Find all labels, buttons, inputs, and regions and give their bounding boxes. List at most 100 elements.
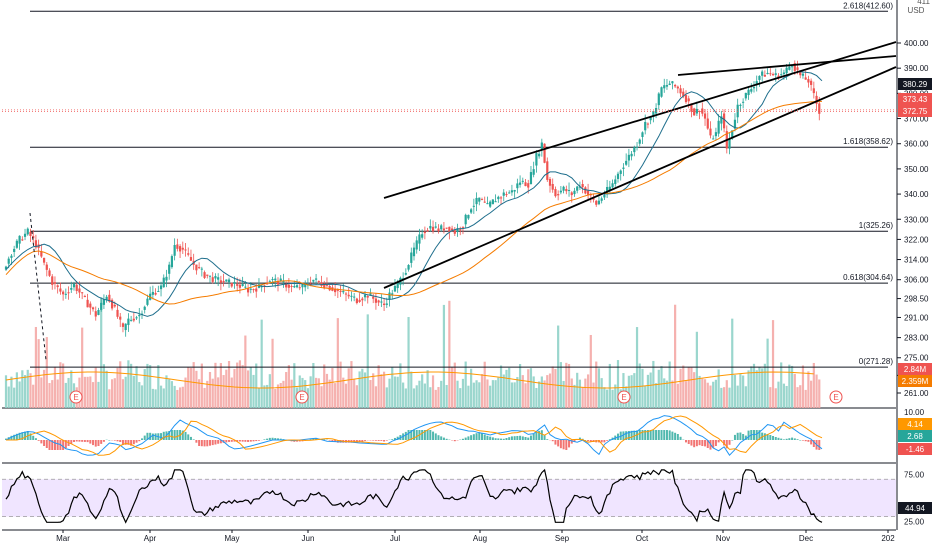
candle-body [543, 143, 546, 163]
volume-bar [505, 369, 508, 408]
volume-bar [279, 383, 282, 408]
candle-body [546, 161, 549, 180]
earnings-marker[interactable] [829, 390, 843, 404]
macd-histogram-bar [551, 440, 554, 442]
macd-line [5, 415, 823, 456]
candle-body [23, 233, 27, 237]
macd-histogram-bar [358, 440, 361, 443]
macd-histogram-bar [736, 432, 739, 440]
time-tick-label: Sep [555, 534, 570, 543]
rsi-badge [898, 502, 932, 514]
candle-body [701, 108, 704, 114]
candle-body [18, 235, 21, 244]
candle-body [508, 192, 511, 194]
volume-bar [339, 361, 342, 408]
candle-body [790, 66, 794, 68]
volume-bar [701, 378, 704, 408]
candle-body [407, 265, 410, 270]
macd-histogram-bar [723, 440, 726, 446]
candle-body [527, 183, 530, 188]
volume-bar [777, 381, 780, 408]
macd-histogram-bar [43, 440, 46, 446]
candle-body [581, 184, 584, 188]
candle-body [652, 111, 655, 117]
time-tick-label: Jun [302, 534, 315, 543]
macd-histogram-bar [81, 440, 84, 442]
macd-histogram-bar [742, 434, 745, 440]
volume-bar [638, 363, 641, 408]
candle-body [557, 194, 560, 196]
earnings-marker[interactable] [69, 390, 83, 404]
volume-bar [502, 374, 505, 408]
candle-body [600, 198, 603, 201]
candle-body [86, 299, 89, 308]
candle-body [494, 201, 497, 203]
candle-body [244, 286, 247, 288]
macd-histogram-bar [372, 440, 375, 441]
candle-body [717, 120, 720, 134]
candle-body [815, 95, 818, 104]
candle-body [143, 306, 146, 310]
macd-histogram-bar [516, 436, 519, 440]
macd-badge-label: -1.46 [906, 445, 925, 454]
volume-bar [178, 387, 182, 408]
earnings-marker[interactable] [295, 390, 309, 404]
candle-body [127, 318, 130, 326]
volume-bar [559, 362, 562, 408]
volume-bar [170, 381, 174, 408]
volume-bar [796, 387, 799, 408]
candle-body [766, 72, 769, 75]
volume-bar [285, 372, 288, 408]
volume-bar [608, 363, 611, 408]
volume-bar [227, 360, 231, 408]
volume-bar [524, 383, 527, 408]
macd-histogram-bar [51, 440, 54, 450]
candle-body [293, 286, 296, 288]
candle-body [246, 288, 250, 293]
candle-body [363, 294, 367, 298]
candle-body [499, 197, 503, 199]
trendline[interactable] [383, 66, 897, 289]
candle-body [671, 81, 674, 84]
volume-bar [475, 380, 478, 408]
candle-body [195, 264, 198, 271]
macd-histogram-bar [766, 434, 769, 440]
macd-histogram-bar [230, 440, 233, 442]
trendline[interactable] [383, 41, 897, 199]
volume-bar [257, 388, 261, 408]
volume-bar [758, 367, 761, 408]
volume-bar [706, 382, 709, 408]
candle-body [532, 169, 535, 175]
macd-histogram-bar [62, 440, 65, 450]
candle-body [674, 84, 677, 87]
macd-histogram-bar [755, 430, 758, 440]
volume-bar [742, 375, 745, 408]
candle-body [472, 205, 475, 207]
macd-histogram-bar [154, 433, 157, 440]
trendline[interactable] [677, 55, 897, 76]
volume-bar [508, 367, 511, 408]
volume-bar [181, 386, 184, 408]
earnings-marker[interactable] [617, 390, 631, 404]
volume-bar [396, 376, 399, 408]
volume-bar [353, 379, 356, 408]
candle-body [567, 189, 571, 191]
candle-body [459, 229, 462, 231]
candle-body [391, 293, 394, 295]
macd-histogram-bar [374, 440, 377, 441]
price-axis[interactable]: 400.00390.00380.00370.00360.00350.00340.… [897, 39, 932, 526]
candle-body [15, 240, 18, 248]
macd-badge-label: 4.14 [907, 420, 923, 429]
candle-body [780, 74, 783, 76]
time-axis[interactable]: Mar Apr May Jun Jul Aug Sep Oct Nov Dec 202 [56, 530, 895, 543]
macd-histogram-bar [323, 439, 326, 440]
macd-histogram-bar [625, 431, 628, 440]
macd-histogram-bar [804, 440, 807, 442]
macd-histogram-bar [241, 440, 244, 442]
volume-bar [456, 380, 459, 408]
price-badge [898, 93, 932, 105]
candle-body [540, 142, 543, 151]
candle-body [312, 279, 315, 282]
volume-bar [86, 376, 89, 408]
volume-bar [573, 384, 576, 408]
